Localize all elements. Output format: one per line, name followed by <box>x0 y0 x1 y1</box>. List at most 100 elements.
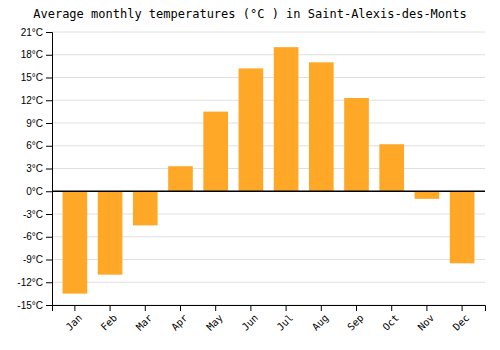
y-tick-mark <box>46 55 52 56</box>
title: Average monthly temperatures (°C ) in Sa… <box>33 7 466 21</box>
y-tick-label: 3°C <box>26 163 43 174</box>
x-tick: Apr <box>169 305 190 333</box>
y-tick-label: 0°C <box>26 186 43 197</box>
y-axis-line <box>46 33 53 306</box>
x-tick: Mar <box>134 305 155 333</box>
bar <box>203 112 228 192</box>
bar <box>63 191 88 293</box>
bar <box>309 62 334 191</box>
x-tick: Dec <box>451 305 472 333</box>
grid-line <box>52 77 485 78</box>
y-tick-mark <box>46 214 52 215</box>
y-tick: 0°C <box>26 186 52 197</box>
bar <box>450 191 475 263</box>
y-tick-label: 9°C <box>26 118 43 129</box>
grid-line <box>52 145 485 146</box>
zero-line <box>52 191 485 193</box>
x-tick-mark <box>391 305 392 311</box>
x-tick: Jun <box>240 305 261 333</box>
bar <box>379 144 404 191</box>
x-tick-mark <box>180 305 181 311</box>
grid-line <box>52 123 485 124</box>
x-tick-label: Aug <box>310 312 331 333</box>
bar <box>344 98 369 191</box>
y-tick: -12°C <box>17 277 52 288</box>
x-tick-mark <box>74 305 75 311</box>
y-tick-label: 12°C <box>21 95 43 106</box>
x-tick-mark <box>250 305 251 311</box>
x-tick-label: Sep <box>345 312 366 333</box>
y-tick-mark <box>46 260 52 261</box>
y-tick-label: -3°C <box>23 209 43 220</box>
x-tick-label: Jan <box>64 312 85 333</box>
y-tick: -6°C <box>23 231 52 242</box>
x-tick: Jul <box>275 305 296 333</box>
y-tick-label: 6°C <box>26 140 43 151</box>
y-tick: 3°C <box>26 163 52 174</box>
x-tick-label: Feb <box>99 312 120 333</box>
x-tick-mark <box>321 305 322 311</box>
y-tick-mark <box>46 100 52 101</box>
x-tick-label: Nov <box>416 312 437 333</box>
y-tick: 21°C <box>21 27 52 38</box>
bar <box>274 47 299 191</box>
y-tick-label: 18°C <box>21 49 43 60</box>
y-tick: 18°C <box>21 49 52 60</box>
x-tick-label: Apr <box>169 312 190 333</box>
bar <box>133 191 158 225</box>
x-tick-mark <box>426 305 427 311</box>
grid-line <box>52 32 485 33</box>
y-tick: 15°C <box>21 72 52 83</box>
y-tick-label: 15°C <box>21 72 43 83</box>
y-tick: 6°C <box>26 140 52 151</box>
x-tick-label: May <box>204 312 225 333</box>
grid <box>52 32 485 305</box>
bars <box>63 47 475 293</box>
y-tick: -3°C <box>23 209 52 220</box>
x-tick: Sep <box>345 305 366 333</box>
x-tick-mark <box>356 305 357 311</box>
x-axis-line <box>53 306 486 312</box>
bar <box>168 166 193 191</box>
x-axis: Jan Feb Mar Apr May Jun Jul Aug Sep Oct Nov Dec <box>53 305 486 333</box>
bar <box>98 191 123 274</box>
y-axis: -15°C -12°C -9°C -6°C -3°C 0°C 3°C 6°C 9°C 12°C 15… <box>17 27 52 311</box>
x-tick: Oct <box>380 305 401 333</box>
grid-line <box>52 168 485 169</box>
x-tick: Jan <box>64 305 85 333</box>
y-tick-label: -15°C <box>17 300 43 311</box>
x-tick-label: Mar <box>134 312 155 333</box>
y-tick-mark <box>46 32 52 33</box>
y-tick-label: 21°C <box>21 27 43 38</box>
y-tick: -9°C <box>23 254 52 265</box>
y-tick-label: -6°C <box>23 231 43 242</box>
x-tick-mark <box>145 305 146 311</box>
x-tick-label: Dec <box>451 312 472 333</box>
chart: -15°C -12°C -9°C -6°C -3°C 0°C 3°C 6°C 9°C 12°C 15… <box>0 0 500 350</box>
x-tick-label: Jun <box>240 312 261 333</box>
y-tick-label: -12°C <box>17 277 43 288</box>
y-tick: 9°C <box>26 118 52 129</box>
y-tick-label: -9°C <box>23 254 43 265</box>
y-tick-mark <box>46 78 52 79</box>
x-tick-label: Jul <box>275 312 296 333</box>
x-tick-label: Oct <box>380 312 401 333</box>
y-tick-mark <box>46 146 52 147</box>
x-tick-mark <box>110 305 111 311</box>
bar <box>239 68 264 191</box>
x-tick: May <box>204 305 225 333</box>
grid-line <box>52 191 485 192</box>
y-tick-mark <box>46 169 52 170</box>
x-tick-mark <box>286 305 287 311</box>
y-tick-mark <box>46 191 52 192</box>
grid-line <box>52 54 485 55</box>
y-tick: 12°C <box>21 95 52 106</box>
plot: -15°C -12°C -9°C -6°C -3°C 0°C 3°C 6°C 9°C 12°C 15… <box>17 27 485 333</box>
y-tick-mark <box>46 305 52 306</box>
x-tick: Feb <box>99 305 120 333</box>
grid-line <box>52 100 485 101</box>
y-tick: -15°C <box>17 300 52 311</box>
x-tick: Nov <box>416 305 437 333</box>
x-tick: Aug <box>310 305 331 333</box>
x-tick-mark <box>462 305 463 311</box>
